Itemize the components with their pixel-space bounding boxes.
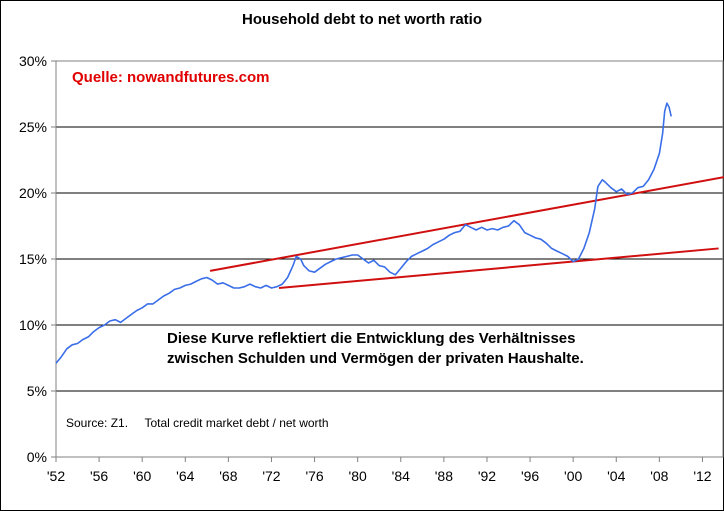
- x-tick-label: '80: [349, 468, 367, 484]
- gridlines: [56, 126, 724, 392]
- trend-line: [209, 176, 724, 272]
- x-tick-label: '88: [435, 468, 453, 484]
- x-tick-label: '00: [564, 468, 582, 484]
- y-tick-label: 5%: [27, 383, 47, 399]
- x-tick-label: '60: [133, 468, 151, 484]
- x-tick-label: '84: [392, 468, 410, 484]
- y-tick-label: 20%: [19, 185, 47, 201]
- y-tick-label: 30%: [19, 53, 47, 69]
- description-line-1: Diese Kurve reflektiert die Entwicklung …: [167, 330, 576, 347]
- x-tick-label: '64: [176, 468, 194, 484]
- y-tick-label: 15%: [19, 251, 47, 267]
- x-tick-label: '04: [607, 468, 625, 484]
- trend-line: [278, 247, 719, 290]
- description-line-2: zwischen Schulden und Vermögen der priva…: [167, 350, 584, 367]
- y-tick-label: 0%: [27, 449, 47, 465]
- x-tick-label: '68: [219, 468, 237, 484]
- x-axis: '52 '56 '60 '64 '68 '72 '76 '80 '84 '88 '92 '96 '00 '…: [47, 457, 712, 484]
- x-tick-label: '56: [90, 468, 108, 484]
- x-tick-label: '76: [305, 468, 323, 484]
- series-group: [55, 102, 672, 364]
- x-tick-label: '08: [650, 468, 668, 484]
- y-tick-label: 10%: [19, 317, 47, 333]
- trend-lines: [209, 176, 724, 290]
- x-tick-label: '96: [521, 468, 539, 484]
- source-annotation: Source: Z1. Total credit market debt / n…: [66, 416, 329, 430]
- series-line: [55, 102, 672, 364]
- x-tick-label: '12: [693, 468, 711, 484]
- x-tick-label: '52: [47, 468, 65, 484]
- y-axis: 0% 5% 10% 15% 20% 25% 30%: [19, 53, 56, 465]
- quelle-annotation: Quelle: nowandfutures.com: [72, 69, 270, 86]
- x-tick-label: '92: [478, 468, 496, 484]
- y-tick-label: 25%: [19, 119, 47, 135]
- chart-title: Household debt to net worth ratio: [242, 11, 482, 28]
- x-tick-label: '72: [262, 468, 280, 484]
